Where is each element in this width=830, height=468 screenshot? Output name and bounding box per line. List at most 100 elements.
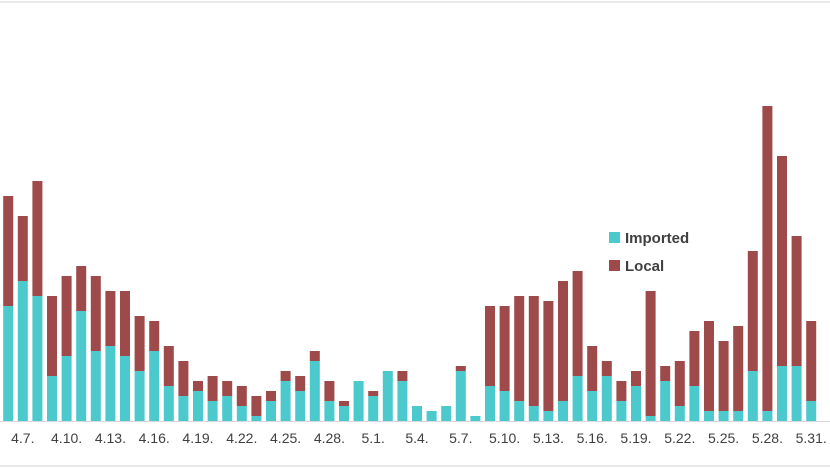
bar-local-4.6. [3,196,14,306]
bar-imported-4.19. [193,391,203,421]
x-tick-label: 5.25. [708,430,739,446]
bar-imported-5.13. [543,411,554,421]
bar-imported-5.12. [528,406,539,421]
bar-local-5.30. [791,236,802,366]
bar-imported-4.16. [149,351,160,421]
bar-local-5.17. [601,361,612,376]
bar-local-5.11. [514,296,525,401]
bar-local-5.12. [528,296,539,406]
bar-imported-4.29. [339,406,349,421]
x-tick-label: 4.25. [270,430,301,446]
bar-imported-4.22. [236,406,247,421]
bar-imported-5.29. [777,366,787,421]
bar-imported-4.18. [178,396,189,421]
bar-imported-5.16. [587,391,598,421]
x-tick-label: 4.7. [11,430,34,446]
bar-local-4.13. [105,291,116,346]
bar-local-5.23. [689,331,700,386]
x-tick-label: 5.10. [489,430,520,446]
bar-local-4.8. [32,181,43,296]
bar-imported-4.9. [47,376,57,421]
x-tick-label: 5.7. [449,430,472,446]
bar-local-4.28. [324,381,335,401]
legend-label-imported: Imported [625,230,689,247]
bar-imported-5.22. [674,406,685,421]
bar-local-5.24. [704,321,714,411]
bar-imported-5.19. [631,386,641,421]
bar-local-5.16. [587,346,598,391]
bar-local-4.10. [61,276,72,356]
x-tick-label: 5.31. [796,430,827,446]
bar-imported-5.6. [441,406,452,421]
bar-imported-5.24. [704,411,714,421]
bar-local-5.31. [806,321,817,401]
bar-local-4.26. [295,376,306,391]
bar-imported-4.28. [324,401,335,421]
bar-imported-4.23. [251,416,262,421]
legend-swatch-imported [609,232,620,243]
bar-local-5.10. [499,306,510,391]
bar-imported-5.7. [455,371,466,421]
bar-local-5.29. [777,156,787,366]
bar-local-5.13. [543,301,554,411]
bar-imported-5.5. [426,411,437,421]
bar-imported-4.14. [120,356,130,421]
bar-local-4.21. [222,381,233,396]
bars-group [3,106,817,421]
bar-imported-5.25. [718,411,729,421]
bar-local-4.9. [47,296,57,376]
bar-imported-4.17. [163,386,174,421]
x-tick-label: 4.22. [226,430,257,446]
bar-imported-5.3. [397,381,408,421]
bar-imported-4.26. [295,391,306,421]
bar-imported-5.23. [689,386,700,421]
x-tick-label: 5.4. [405,430,428,446]
bar-imported-4.7. [17,281,28,421]
x-tick-label: 4.13. [95,430,126,446]
x-tick-label: 5.28. [752,430,783,446]
bar-imported-5.26. [733,411,744,421]
x-tick-label: 5.16. [577,430,608,446]
legend-label-local: Local [625,258,664,275]
bar-imported-5.14. [558,401,568,421]
bar-imported-4.27. [309,361,320,421]
bar-local-4.12. [90,276,101,351]
bar-imported-4.11. [76,311,87,421]
x-tick-label: 4.19. [182,430,213,446]
bar-imported-4.20. [207,401,218,421]
bar-local-4.24. [266,391,276,401]
bar-local-5.18. [616,381,627,401]
bar-imported-5.11. [514,401,525,421]
bar-imported-5.8. [470,416,481,421]
bar-local-4.16. [149,321,160,351]
bar-local-4.27. [309,351,320,361]
bar-local-5.1. [368,391,379,396]
bar-local-5.26. [733,326,744,411]
bar-local-4.11. [76,266,87,311]
bar-local-4.29. [339,401,349,406]
bar-local-5.28. [762,106,773,411]
x-tick-label: 4.28. [314,430,345,446]
bar-local-5.3. [397,371,408,381]
bar-local-4.17. [163,346,174,386]
bar-imported-5.15. [572,376,583,421]
bar-imported-5.18. [616,401,627,421]
bar-imported-4.15. [134,371,145,421]
bar-local-4.15. [134,316,145,371]
bar-local-5.27. [747,251,758,371]
bar-local-4.19. [193,381,203,391]
x-tick-label: 5.19. [620,430,651,446]
bar-local-5.21. [660,366,671,381]
bar-imported-4.10. [61,356,72,421]
bar-local-5.20. [645,291,656,416]
bar-imported-5.30. [791,366,802,421]
legend-swatch-local [609,260,620,271]
bar-local-4.23. [251,396,262,416]
x-tick-label: 4.10. [51,430,82,446]
bar-imported-4.21. [222,396,233,421]
x-tick-label: 5.13. [533,430,564,446]
bar-imported-5.21. [660,381,671,421]
bar-imported-5.17. [601,376,612,421]
bar-local-4.20. [207,376,218,401]
